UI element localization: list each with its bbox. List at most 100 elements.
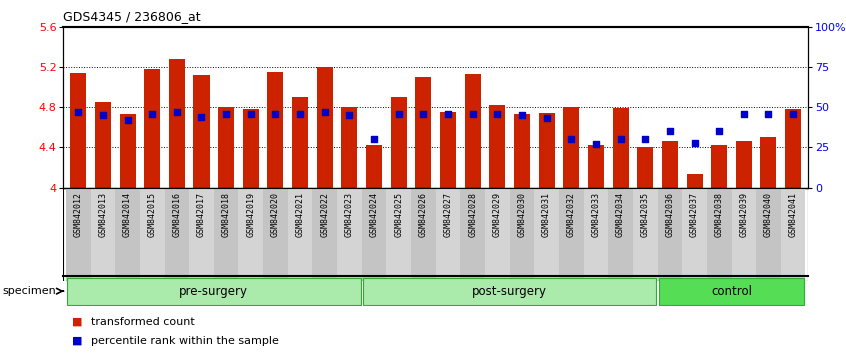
Bar bbox=[316, 67, 332, 188]
Text: GSM842012: GSM842012 bbox=[74, 192, 83, 237]
Text: GSM842023: GSM842023 bbox=[345, 192, 354, 237]
Point bbox=[540, 115, 553, 121]
Text: percentile rank within the sample: percentile rank within the sample bbox=[91, 336, 278, 346]
Bar bbox=[363, 278, 656, 305]
Text: GSM842029: GSM842029 bbox=[493, 192, 502, 237]
Text: pre-surgery: pre-surgery bbox=[179, 285, 249, 298]
Bar bbox=[391, 97, 407, 188]
Bar bbox=[292, 97, 308, 188]
Text: GSM842013: GSM842013 bbox=[98, 192, 107, 237]
Bar bbox=[239, 188, 263, 281]
Bar bbox=[214, 188, 239, 281]
Bar bbox=[732, 188, 756, 281]
Bar bbox=[781, 188, 805, 281]
Text: GSM842019: GSM842019 bbox=[246, 192, 255, 237]
Text: GSM842031: GSM842031 bbox=[542, 192, 551, 237]
Point bbox=[564, 137, 578, 142]
Bar bbox=[563, 107, 580, 188]
Text: GSM842036: GSM842036 bbox=[666, 192, 674, 237]
Point bbox=[663, 129, 677, 134]
Point bbox=[392, 111, 405, 116]
Text: GSM842024: GSM842024 bbox=[370, 192, 378, 237]
Bar bbox=[144, 69, 160, 188]
Point bbox=[269, 111, 283, 116]
Bar bbox=[91, 188, 115, 281]
Text: GDS4345 / 236806_at: GDS4345 / 236806_at bbox=[63, 10, 201, 23]
Bar bbox=[588, 145, 604, 188]
Point bbox=[367, 137, 381, 142]
Point bbox=[688, 140, 701, 145]
Bar bbox=[659, 278, 805, 305]
Bar bbox=[509, 188, 535, 281]
Text: GSM842017: GSM842017 bbox=[197, 192, 206, 237]
Text: GSM842040: GSM842040 bbox=[764, 192, 773, 237]
Bar bbox=[535, 188, 559, 281]
Text: GSM842015: GSM842015 bbox=[148, 192, 157, 237]
Text: GSM842027: GSM842027 bbox=[443, 192, 453, 237]
Bar bbox=[460, 188, 485, 281]
Bar bbox=[736, 141, 752, 188]
Point bbox=[761, 111, 775, 116]
Bar bbox=[312, 188, 337, 281]
Bar bbox=[95, 102, 111, 188]
Text: GSM842030: GSM842030 bbox=[518, 192, 526, 237]
Point bbox=[96, 112, 110, 118]
Bar bbox=[633, 188, 657, 281]
Bar bbox=[362, 188, 387, 281]
Bar bbox=[785, 109, 801, 188]
Bar bbox=[608, 188, 633, 281]
Point bbox=[515, 112, 529, 118]
Bar bbox=[387, 188, 411, 281]
Bar bbox=[164, 188, 190, 281]
Point bbox=[712, 129, 726, 134]
Bar bbox=[514, 114, 530, 188]
Bar bbox=[140, 188, 164, 281]
Text: GSM842022: GSM842022 bbox=[321, 192, 329, 237]
Bar bbox=[657, 188, 682, 281]
Bar bbox=[115, 188, 140, 281]
Bar bbox=[464, 74, 481, 188]
Bar bbox=[194, 75, 210, 188]
Point bbox=[416, 111, 430, 116]
Bar bbox=[711, 145, 728, 188]
Text: ■: ■ bbox=[72, 316, 82, 327]
Bar bbox=[489, 105, 505, 188]
Text: GSM842032: GSM842032 bbox=[567, 192, 576, 237]
Point bbox=[343, 112, 356, 118]
Bar bbox=[707, 188, 732, 281]
Bar bbox=[756, 188, 781, 281]
Bar bbox=[342, 107, 357, 188]
Text: post-surgery: post-surgery bbox=[472, 285, 547, 298]
Text: specimen: specimen bbox=[3, 286, 57, 296]
Point bbox=[219, 111, 233, 116]
Bar bbox=[613, 108, 629, 188]
Point bbox=[195, 114, 208, 120]
Text: GSM842033: GSM842033 bbox=[591, 192, 601, 237]
Bar bbox=[411, 188, 436, 281]
Bar bbox=[539, 113, 555, 188]
Text: GSM842034: GSM842034 bbox=[616, 192, 625, 237]
Bar bbox=[761, 137, 777, 188]
Bar bbox=[559, 188, 584, 281]
Bar bbox=[686, 173, 702, 188]
Point bbox=[318, 109, 332, 115]
Bar bbox=[682, 188, 707, 281]
Bar bbox=[440, 112, 456, 188]
Bar bbox=[119, 114, 135, 188]
Text: GSM842016: GSM842016 bbox=[173, 192, 181, 237]
Text: GSM842037: GSM842037 bbox=[690, 192, 699, 237]
Point bbox=[121, 117, 135, 123]
Text: GSM842026: GSM842026 bbox=[419, 192, 428, 237]
Bar bbox=[263, 188, 288, 281]
Text: GSM842041: GSM842041 bbox=[788, 192, 798, 237]
Point bbox=[614, 137, 628, 142]
Text: control: control bbox=[711, 285, 752, 298]
Text: GSM842025: GSM842025 bbox=[394, 192, 404, 237]
Text: GSM842021: GSM842021 bbox=[295, 192, 305, 237]
Point bbox=[442, 111, 455, 116]
Bar bbox=[169, 59, 185, 188]
Point bbox=[146, 111, 159, 116]
Text: GSM842020: GSM842020 bbox=[271, 192, 280, 237]
Bar bbox=[436, 188, 460, 281]
Bar bbox=[267, 72, 283, 188]
